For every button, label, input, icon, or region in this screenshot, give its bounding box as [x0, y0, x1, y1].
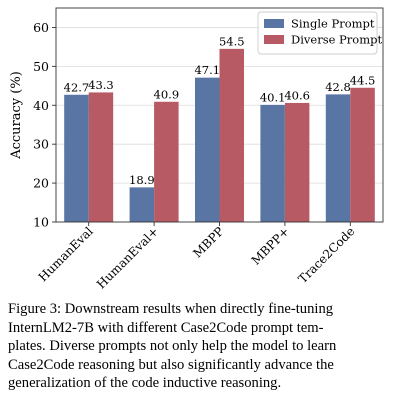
bar: [64, 94, 89, 222]
legend: Single Prompt Diverse Prompt: [257, 11, 382, 55]
x-tick-label: Trace2Code: [296, 224, 358, 286]
bar: [88, 92, 114, 222]
x-tick-label: MBPP: [190, 224, 226, 260]
x-tick-label: HumanEval+: [94, 224, 161, 291]
bar: [219, 48, 244, 222]
bar-chart: 42.743.3 18.9 40.9 47.1 54.5 40.140.6 42.844.5…: [9, 7, 384, 291]
bar: [325, 94, 351, 222]
legend-box: [257, 11, 378, 55]
legend-swatch: [264, 35, 284, 44]
x-tick-label: MBPP+: [249, 224, 292, 267]
x-tick-label: HumanEval: [36, 224, 96, 284]
bar: [260, 104, 285, 222]
bar-value-labels: 42.743.3 18.9 40.9 47.1 54.5 40.140.6 42.844.5: [64, 34, 376, 187]
bar-value-label: 40.1: [260, 90, 286, 104]
bar: [195, 77, 220, 222]
y-tick-label: 40: [33, 98, 49, 113]
caption-line: Figure 3: Downstream results when direct…: [8, 301, 334, 317]
bar-value-label: 40.6: [284, 88, 310, 102]
legend-label: Single Prompt: [291, 17, 375, 31]
bar: [284, 102, 310, 222]
plot-frame: [55, 7, 384, 223]
y-tick-label: 30: [33, 137, 49, 152]
bar-value-label: 18.9: [129, 173, 155, 187]
bar-value-label: 43.3: [88, 78, 114, 92]
bar-value-label: 40.9: [154, 87, 180, 101]
y-tick-label: 10: [33, 215, 49, 230]
legend-label: Diverse Prompt: [291, 33, 382, 47]
bar-value-label: 42.8: [325, 80, 351, 94]
caption-line: InternLM2-7B with different Case2Code pr…: [8, 319, 324, 336]
y-tick-label: 50: [33, 59, 49, 74]
bar-value-label: 47.1: [194, 63, 220, 77]
caption-line: Case2Code reasoning but also significant…: [8, 356, 334, 373]
caption-line: generalization of the code inductive rea…: [8, 375, 282, 392]
bar: [129, 187, 155, 222]
bar-value-label: 54.5: [219, 34, 245, 48]
bar: [350, 87, 375, 222]
y-axis-ticks: 10 20 30 40 50 60: [33, 20, 56, 230]
bar-value-label: 42.7: [64, 80, 90, 94]
bar-value-label: 44.5: [350, 73, 376, 87]
figure-caption: Figure 3: Downstream results when direct…: [8, 300, 394, 393]
bar: [154, 101, 179, 222]
y-axis-label: Accuracy (%): [9, 71, 24, 160]
legend-swatch: [264, 19, 284, 28]
caption-line: plates. Diverse prompts not only help th…: [8, 338, 337, 355]
bars: [64, 48, 375, 222]
y-tick-label: 20: [33, 176, 49, 191]
y-tick-label: 60: [33, 20, 49, 35]
